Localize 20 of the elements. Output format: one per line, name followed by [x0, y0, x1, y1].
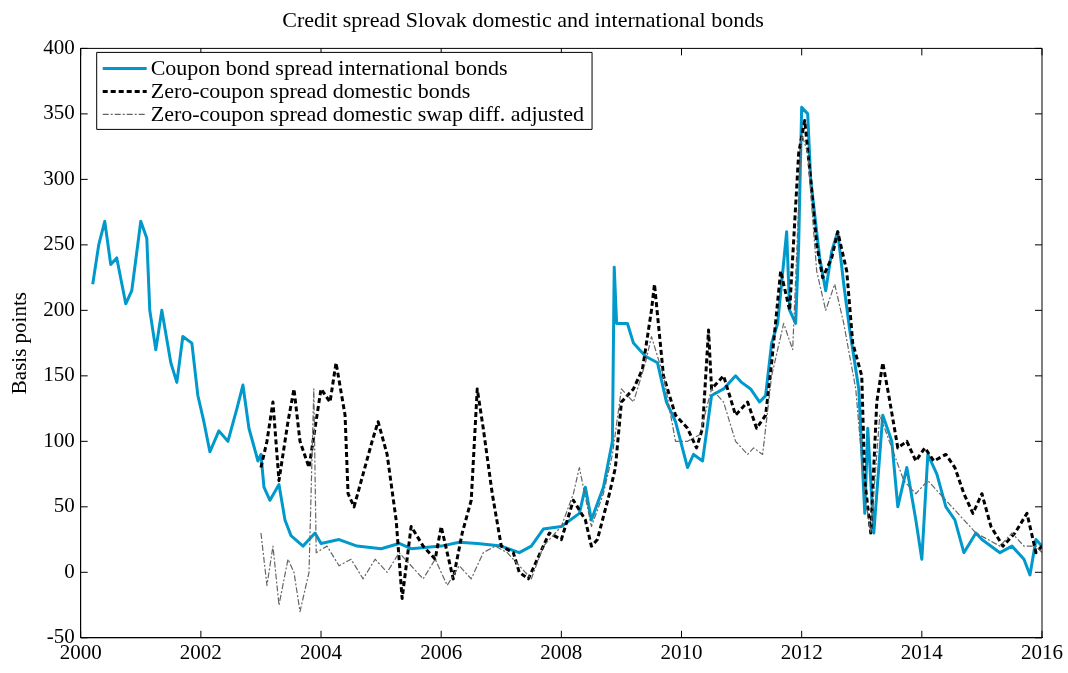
chart-title: Credit spread Slovak domestic and international bonds [282, 6, 764, 32]
x-tick-label: 2016 [1021, 639, 1063, 664]
y-tick-label: 350 [43, 100, 75, 125]
x-tick-label: 2006 [420, 639, 463, 664]
y-tick-label: 400 [43, 34, 75, 59]
x-tick-label: 2012 [780, 639, 823, 664]
y-tick-label: 250 [43, 231, 75, 256]
y-tick-label: 300 [43, 165, 75, 190]
legend-label: Coupon bond spread international bonds [150, 55, 508, 81]
x-tick-label: 2010 [660, 639, 703, 664]
y-tick-label: 50 [53, 493, 75, 518]
x-tick-label: 2014 [900, 639, 944, 664]
y-tick-label: 100 [43, 427, 75, 452]
x-tick-label: 2004 [300, 639, 343, 664]
y-tick-label: 0 [64, 558, 75, 583]
y-tick-label: 150 [43, 362, 75, 387]
y-tick-label: 200 [43, 296, 75, 321]
y-axis-title: Basis points [7, 292, 32, 395]
x-tick-label: 2008 [540, 639, 583, 664]
x-tick-label: 2002 [179, 639, 222, 664]
